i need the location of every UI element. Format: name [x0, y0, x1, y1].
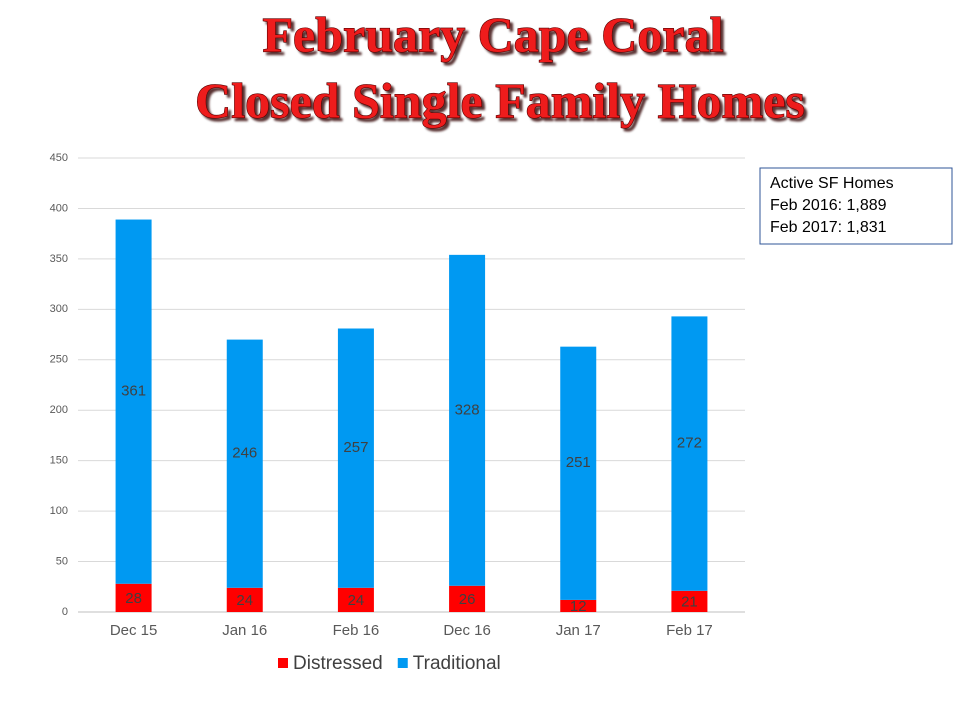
legend-label: Traditional: [413, 653, 501, 674]
y-tick-label: 150: [50, 455, 68, 467]
y-tick-label: 300: [50, 303, 68, 315]
y-tick-label: 350: [50, 253, 68, 265]
bar-segment: [560, 346, 597, 600]
bar-segment: [226, 339, 263, 588]
y-tick-label: 50: [56, 555, 68, 567]
y-tick-label: 0: [62, 606, 68, 618]
bar-segment: [115, 583, 152, 612]
data-label: 24: [348, 592, 365, 609]
bar-segment: [560, 599, 597, 612]
data-label: 12: [570, 598, 587, 615]
data-label: 272: [677, 435, 702, 452]
chart-title: Closed Single Family Homes: [195, 72, 805, 128]
bar-segment: [449, 585, 486, 612]
chart-title: February Cape Coral: [262, 6, 723, 62]
bar-segment: [671, 316, 708, 591]
bar-segment: [226, 587, 263, 612]
annotation-box: [759, 167, 953, 245]
data-label: 28: [125, 590, 142, 607]
y-tick-label: 400: [50, 202, 68, 214]
y-tick-label: 250: [50, 354, 68, 366]
x-tick-label: Jan 16: [222, 622, 267, 639]
legend-swatch: [397, 658, 408, 668]
annotation: Active SF Homes: [770, 175, 894, 192]
x-tick-label: Feb 17: [666, 622, 713, 639]
bar-segment: [337, 328, 374, 588]
y-tick-label: 450: [50, 152, 68, 164]
y-tick-label: 100: [50, 505, 68, 517]
data-label: 328: [455, 401, 480, 418]
bar-segment: [449, 254, 486, 586]
data-label: 24: [236, 592, 253, 609]
legend-label: Distressed: [293, 653, 383, 674]
x-tick-label: Dec 16: [443, 622, 491, 639]
data-label: 361: [121, 383, 146, 400]
data-label: 26: [459, 591, 476, 608]
data-label: 246: [232, 445, 257, 462]
y-tick-label: 200: [50, 404, 68, 416]
bar-segment: [337, 587, 374, 612]
bar-segment: [671, 590, 708, 612]
x-tick-label: Feb 16: [333, 622, 380, 639]
x-tick-label: Jan 17: [556, 622, 601, 639]
data-label: 257: [343, 439, 368, 456]
x-tick-label: Dec 15: [110, 622, 158, 639]
annotation: Feb 2016: 1,889: [770, 197, 887, 214]
legend-swatch: [278, 658, 288, 668]
bar-segment: [115, 219, 152, 584]
data-label: 21: [681, 593, 698, 610]
data-label: 251: [566, 454, 591, 471]
annotation: Feb 2017: 1,831: [770, 219, 887, 236]
